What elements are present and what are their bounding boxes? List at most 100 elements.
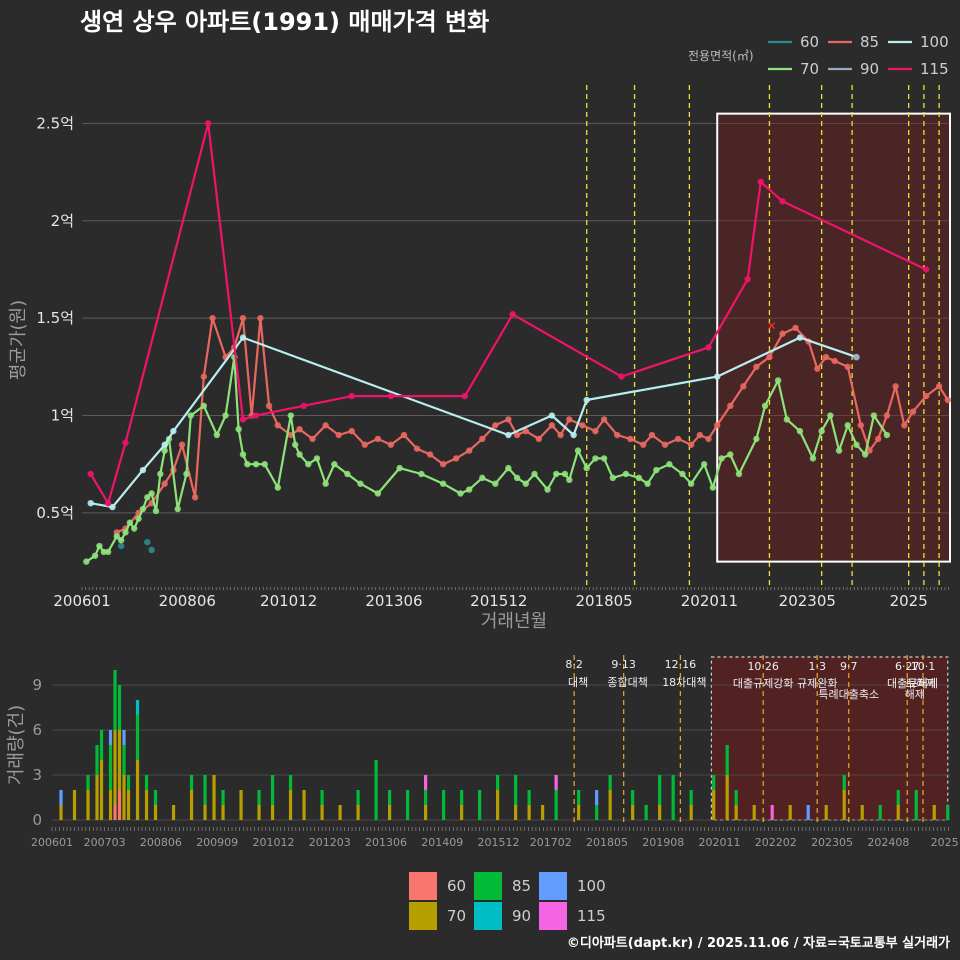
volume-bar-70	[424, 805, 428, 820]
volume-bar-85	[554, 790, 558, 820]
event-label: 특례대출축소	[818, 688, 879, 701]
volume-x-tick-label: 201805	[586, 836, 628, 849]
volume-y-tick-label: 9	[32, 676, 42, 694]
volume-bars	[59, 670, 950, 820]
series-point-85	[696, 431, 704, 439]
volume-bar-85	[126, 775, 131, 790]
series-point-70	[261, 461, 268, 468]
series-point-70	[213, 431, 221, 439]
series-point-85	[883, 412, 891, 419]
series-point-70	[144, 494, 151, 501]
volume-bar-70	[126, 790, 131, 820]
main-y-label: 평균가(원)	[8, 300, 29, 380]
top-legend: 전용면적(㎡) 60 85 100 70 90 115	[688, 33, 949, 78]
series-point-100	[139, 466, 147, 474]
series-point-85	[335, 431, 342, 439]
series-point-70	[135, 515, 142, 522]
series-point-70	[653, 466, 660, 474]
volume-bar-85	[725, 745, 729, 775]
volume-bar-85	[108, 745, 113, 790]
volume-bar-85	[896, 790, 900, 805]
series-point-85	[257, 314, 264, 322]
series-point-70	[796, 427, 804, 435]
series-point-85	[640, 441, 647, 448]
volume-bar-70	[122, 775, 126, 820]
series-point-85	[452, 455, 460, 462]
volume-bar-85	[842, 775, 846, 790]
series-point-115	[922, 266, 930, 273]
volume-bar-85	[946, 805, 950, 820]
series-point-85	[831, 357, 838, 365]
volume-bar-85	[595, 805, 599, 820]
series-point-100	[583, 396, 590, 404]
series-point-70	[344, 470, 351, 478]
bottom-legend-label-100: 100	[577, 877, 606, 895]
volume-x-tick-label: 200806	[140, 836, 182, 849]
volume-bar-85	[189, 775, 194, 790]
volume-x-ticks: 200601 200703 200806 200909 201012 201203 2013…	[31, 827, 959, 849]
main-x-tick-label: 201512	[470, 592, 527, 610]
main-reference-lines	[586, 85, 940, 585]
volume-event-lines	[573, 655, 924, 825]
series-point-115	[252, 412, 260, 419]
legend-label-100: 100	[920, 33, 949, 51]
main-y-tick-label: 2억	[51, 212, 74, 230]
volume-bar-60	[113, 805, 117, 820]
series-point-70	[644, 480, 651, 487]
series-point-85	[661, 441, 669, 448]
series-point-70	[479, 474, 486, 482]
volume-bar-70	[541, 805, 545, 820]
series-point-70	[122, 529, 129, 536]
series-point-70	[861, 451, 869, 458]
series-point-85	[944, 396, 952, 404]
event-label: 18차대책	[662, 676, 706, 689]
series-point-70	[783, 416, 791, 423]
volume-bar-70	[86, 790, 90, 820]
volume-bar-85	[117, 685, 122, 730]
series-point-60	[144, 538, 151, 546]
series-point-70	[522, 480, 529, 487]
volume-bar-70	[842, 790, 846, 820]
series-point-70	[635, 474, 643, 482]
series-point-85	[627, 435, 634, 443]
series-point-85	[935, 383, 943, 390]
main-grid	[82, 122, 950, 514]
event-label: 대출규제강화	[733, 677, 794, 690]
volume-bar-115	[554, 775, 558, 790]
volume-bar-85	[86, 775, 90, 790]
volume-bar-90	[135, 700, 140, 715]
bottom-legend-swatch-70	[409, 902, 437, 930]
series-point-70	[96, 542, 103, 550]
series-point-85	[466, 447, 473, 454]
series-point-85	[866, 447, 873, 454]
series-point-85	[687, 441, 695, 448]
series-point-70	[561, 470, 569, 478]
volume-bar-70	[108, 790, 113, 820]
series-point-70	[91, 552, 99, 559]
series-point-85	[413, 445, 421, 452]
credit-text: ©디아파트(dapt.kr) / 2025.11.06 / 자료=국토교통부 실…	[567, 935, 950, 951]
series-point-70	[883, 431, 891, 439]
volume-bar-85	[221, 790, 225, 805]
series-point-100	[548, 412, 556, 419]
series-point-70	[600, 455, 608, 462]
volume-bar-85	[878, 805, 882, 820]
volume-bar-70	[514, 805, 518, 820]
bottom-legend-swatch-60	[409, 872, 437, 900]
series-point-115	[239, 416, 247, 423]
series-point-85	[535, 435, 543, 443]
volume-x-tick-label: 202202	[755, 836, 797, 849]
series-point-85	[513, 431, 521, 439]
event-extra-label: 해제	[905, 687, 925, 701]
series-point-85	[857, 422, 865, 429]
volume-bar-70	[189, 790, 194, 820]
volume-bar-85	[135, 715, 140, 760]
series-point-70	[700, 461, 708, 468]
volume-bar-85	[95, 745, 99, 775]
series-point-90	[853, 353, 860, 361]
series-point-70	[753, 435, 760, 443]
series-point-85	[844, 363, 851, 371]
series-point-85	[178, 441, 186, 448]
series-point-60	[117, 542, 125, 550]
